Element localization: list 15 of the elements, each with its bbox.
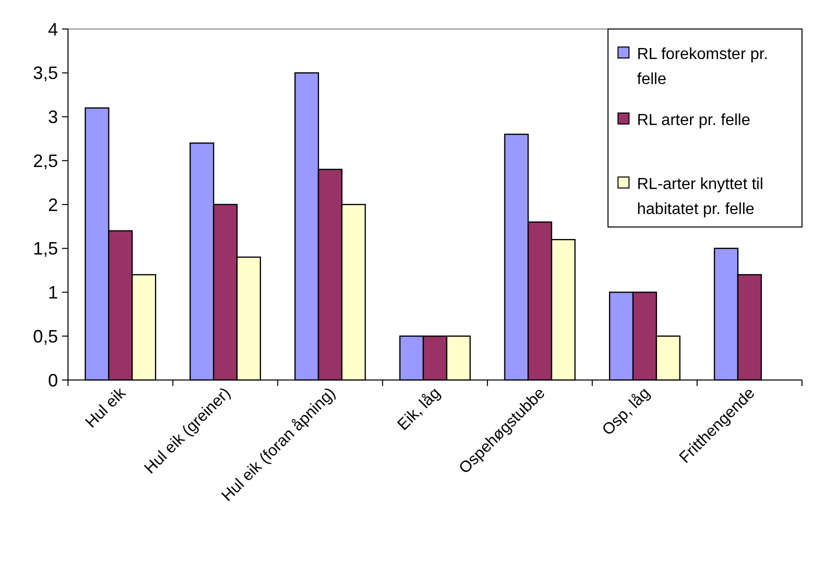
y-tick-label: 2,5 <box>32 150 58 171</box>
y-tick-label: 3,5 <box>32 63 58 84</box>
x-tick-label: Hul eik <box>82 384 130 432</box>
y-tick-label: 0 <box>48 370 58 390</box>
legend-label: RL-arter knyttet til habitatet pr. felle <box>637 176 764 218</box>
y-tick-label: 1 <box>48 282 58 303</box>
y-tick-label: 3 <box>48 107 58 128</box>
y-tick-label: 0,5 <box>32 326 58 346</box>
legend-label: RL arter pr. felle <box>637 112 750 129</box>
y-tick-label: 4 <box>48 19 58 40</box>
x-tick-label: Eik, låg <box>394 384 444 434</box>
legend-label: RL forekomster pr. felle <box>637 46 768 88</box>
y-tick-label: 2 <box>48 194 58 215</box>
x-tick-label: Osp, låg <box>599 384 654 439</box>
y-tick-label: 1,5 <box>32 238 58 259</box>
